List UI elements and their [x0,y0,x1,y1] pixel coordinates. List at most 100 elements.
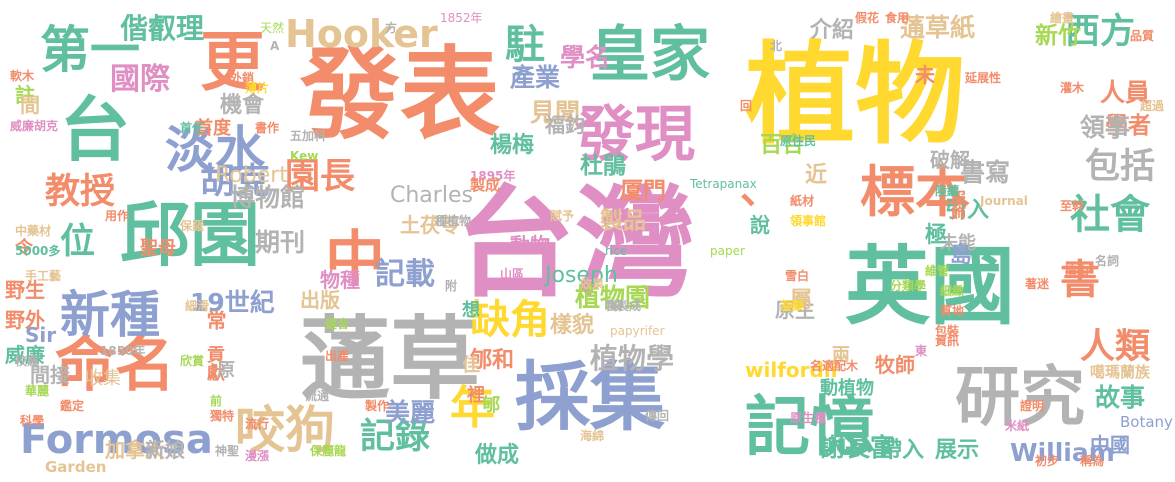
cloud-word-80: 屬 [790,288,813,313]
cloud-word-journal: Journal [980,194,1028,208]
cloud-word-96: 想 [459,300,480,318]
cloud-word-166: 東 [915,344,928,358]
cloud-word-164: 前 [210,394,223,408]
cloud-word-70: 郇和 [470,348,515,373]
cloud-word-13: 發現 [575,100,695,170]
cloud-word-29: 人類 [1080,327,1151,367]
cloud-word-78: 破解 [930,148,970,172]
cloud-word-68: 帶入 [880,438,925,463]
cloud-word-42: 美麗 [385,398,436,427]
cloud-word-152: 保麗龍 [310,444,347,458]
cloud-word-a: A [270,39,280,53]
cloud-word-148: 製作 [365,399,390,413]
cloud-word-62: 土茯苓 [400,213,460,237]
cloud-word-17: 第一 [40,21,140,79]
cloud-word-94: 佳 [459,355,480,373]
cloud-word-79: 未能 [940,233,976,254]
cloud-word-paper: paper [710,244,745,258]
cloud-word-126: 手工藝 [25,269,62,283]
cloud-word-21: 教授 [45,172,116,212]
cloud-word-tetrapanax: Tetrapanax [690,177,757,191]
cloud-word-115: 繪畫 [1050,11,1075,25]
cloud-word: 台灣 [455,175,695,314]
cloud-word-55: 介紹 [810,18,855,43]
cloud-word-89: 聖母 [140,238,176,259]
cloud-word-58: 福鈞 [545,113,585,137]
cloud-word-111: 延展性 [965,71,1002,85]
cloud-word-85: 未 [915,63,935,87]
cloud-word-19: 19世紀 [190,288,275,317]
cloud-word-162: 科學 [20,414,45,428]
cloud-word-garden: Garden [45,458,107,476]
cloud-word-61: 動物 [510,233,550,257]
cloud-word-153: 漫漲 [245,449,270,463]
cloud-word-31: 記載 [375,257,435,292]
cloud-word-57: 機會 [220,93,265,118]
cloud-word-papyrifer: papyrifer [610,324,665,338]
cloud-word-159: 米紙 [1005,419,1030,433]
cloud-word-14: 更 [200,25,266,100]
cloud-word-16: 淡水 [165,121,265,179]
cloud-word-6: 採集 [515,353,666,441]
cloud-word-46: 學者 [1105,113,1151,139]
cloud-word-75: 間接 [30,363,70,387]
cloud-word-144: 資訊 [935,334,960,348]
cloud-word-132: 山區 [500,267,525,281]
cloud-word-87: 野外 [5,308,45,332]
cloud-word-86: 野生 [5,278,45,302]
cloud-word-151: 流行 [245,417,270,431]
cloud-word-121: 紙材 [790,194,815,208]
cloud-word-158: 證明 [1020,399,1045,413]
cloud-word-107: 天然 [260,21,285,35]
cloud-word-74: 新娘 [145,438,185,462]
cloud-word-133: 領事館 [790,214,827,228]
cloud-word-104: 噶瑪蘭族 [1090,363,1151,381]
cloud-word-20: 咬狗 [235,401,335,459]
cloud-word-56: 楊梅 [490,133,535,158]
cloud-word-44: 博物館 [230,183,306,212]
cloud-word-81: 島 [950,243,973,268]
cloud-word-34: 國際 [110,62,170,97]
cloud-word-69: 展示 [935,438,980,463]
cloud-word-106: 食用 [885,11,910,25]
cloud-word-161: 稱為 [1080,454,1105,468]
cloud-word-wilfordii: wilfordii [745,358,838,382]
cloud-word-123: 陸續 [935,184,960,198]
cloud-word-141: 細緻 [940,284,965,298]
cloud-word-110: 薄片 [245,81,270,95]
cloud-word-97: 常 [203,310,227,330]
cloud-word-hooker: Hooker [285,12,438,56]
cloud-word-176: 、 [740,167,780,213]
cloud-word-26: 園長 [285,157,356,197]
cloud-word-173: 北 [770,39,783,53]
cloud-word-1852: 1852年 [440,11,483,25]
cloud-word-40: 產業 [510,63,561,92]
cloud-word-32: 包括 [1085,147,1156,187]
cloud-word-52: 期刊 [255,228,306,257]
cloud-word-41: 學名 [560,43,611,72]
cloud-word-9: 記憶 [745,390,876,465]
cloud-word-30: 年 [450,381,496,434]
cloud-word-39: 植物園 [575,283,651,312]
cloud-word-120: 製成 [470,176,501,194]
cloud-word-73: 加拿大 [105,438,165,462]
cloud-word-rice: rice [605,244,628,258]
cloud-word-174: 方 [385,21,398,35]
cloud-word-8: 皇家 [590,20,710,90]
cloud-word-77: 引入 [945,198,990,223]
cloud-word-109: 外銷 [230,71,255,85]
cloud-word-142: 細滑 [185,299,210,313]
cloud-word-35: 偕叡理 [120,12,205,45]
cloud-word-122: 至幹 [1060,199,1085,213]
cloud-word-23: 社會 [1070,192,1150,238]
cloud-word-105: 假花 [855,11,880,25]
cloud-word-88: 威廉 [5,343,45,367]
cloud-word-171: 名適配木 [810,359,859,373]
cloud-word-155: 傳回 [645,409,670,423]
cloud-word-165: 出產 [325,349,350,363]
cloud-word-170: 製製成 [605,299,642,313]
cloud-word-140: 質地 [940,304,965,318]
cloud-word-128: 用作 [105,209,130,223]
cloud-word-90: 令 [15,238,33,259]
